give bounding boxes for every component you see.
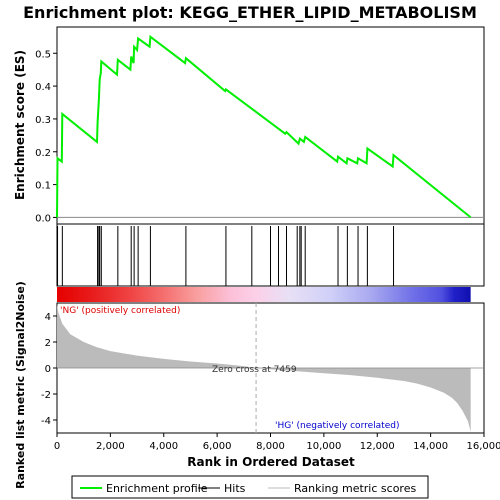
es-y-tick-label: 0.2 xyxy=(35,148,51,159)
legend-item-label: Enrichment profile xyxy=(106,482,208,495)
rank-y-tick-label: 0 xyxy=(45,364,51,375)
es-y-tick-label: 0.4 xyxy=(35,82,51,93)
es-y-label: Enrichment score (ES) xyxy=(13,50,27,200)
es-y-tick-label: 0.3 xyxy=(35,115,51,126)
hit-marks xyxy=(57,226,395,286)
positive-correlation-label: 'NG' (positively correlated) xyxy=(60,306,180,316)
es-y-tick-label: 0.5 xyxy=(35,49,51,60)
enrichment-profile-line xyxy=(56,34,472,219)
x-tick-label: 12,000 xyxy=(360,441,395,452)
x-tick-label: 8,000 xyxy=(256,441,285,452)
negative-correlation-label: 'HG' (negatively correlated) xyxy=(275,421,399,431)
x-tick-label: 2,000 xyxy=(96,441,125,452)
x-tick-label: 16,000 xyxy=(467,441,500,452)
x-tick-label: 4,000 xyxy=(149,441,178,452)
rank-y-ticks: -4 -2 0 2 4 xyxy=(41,312,57,427)
x-tick-label: 6,000 xyxy=(203,441,232,452)
rank-y-label: Ranked list metric (Signal2Noise) xyxy=(14,281,27,489)
es-y-tick-label: 0.1 xyxy=(35,181,51,192)
legend-item-label: Hits xyxy=(224,482,246,495)
hits-panel xyxy=(56,223,485,287)
legend-item-label: Ranking metric scores xyxy=(294,482,416,495)
legend: Enrichment profile Hits Ranking metric sco… xyxy=(71,475,429,499)
rank-y-tick-label: 2 xyxy=(45,338,51,349)
chart-title: Enrichment plot: KEGG_ETHER_LIPID_METABO… xyxy=(23,3,477,22)
es-y-tick-label: 0.0 xyxy=(35,213,51,224)
x-tick-label: 14,000 xyxy=(413,441,448,452)
ranking-color-bar xyxy=(57,287,471,302)
rank-y-tick-label: -4 xyxy=(41,416,51,427)
rank-y-tick-label: 4 xyxy=(45,312,51,323)
es-panel: 0.0 0.1 0.2 0.3 0.4 0.5 Enrichment score (ES) xyxy=(13,26,485,225)
zero-cross-label: Zero cross at 7459 xyxy=(212,365,297,375)
ranking-panel: -4 -2 0 2 4 'NG' (positively correlated) Zer… xyxy=(14,281,485,489)
es-y-ticks: 0.0 0.1 0.2 0.3 0.4 0.5 xyxy=(35,49,57,224)
x-tick-label: 10,000 xyxy=(306,441,341,452)
x-tick-label: 0 xyxy=(54,441,60,452)
rank-y-tick-label: -2 xyxy=(41,390,51,401)
x-axis-label: Rank in Ordered Dataset xyxy=(187,455,355,469)
x-ticks: 0 2,000 4,000 6,000 8,000 10,000 12,000 14,000 1… xyxy=(54,433,500,452)
